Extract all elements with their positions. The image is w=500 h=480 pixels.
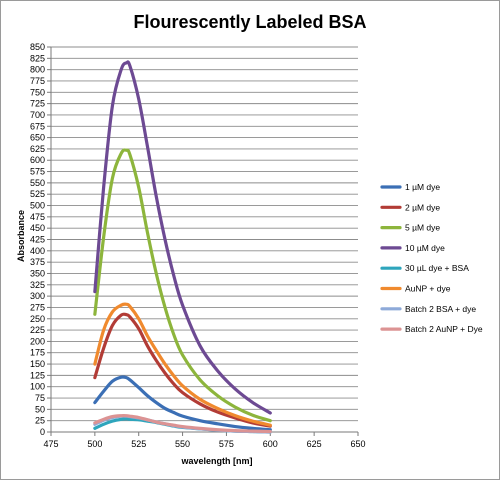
y-tick-label: 575 (30, 167, 45, 177)
series-line-1 (93, 375, 272, 432)
x-tick-label: 550 (175, 439, 190, 449)
y-tick-label: 325 (30, 280, 45, 290)
x-tick-label: 600 (263, 439, 278, 449)
y-tick-label: 150 (30, 359, 45, 369)
series-line-4 (93, 60, 272, 415)
legend: 1 µM dye 2 µM dye 5 µM dye 10 µM dye 30 µL d… (380, 182, 483, 334)
y-tick-label: 800 (30, 65, 45, 75)
x-tick-label: 475 (43, 439, 58, 449)
legend-label: AuNP + dye (405, 284, 451, 294)
y-tick-label: 300 (30, 291, 45, 301)
y-tick-label: 225 (30, 325, 45, 335)
x-tick-label: 525 (131, 439, 146, 449)
y-tick-label: 375 (30, 257, 45, 267)
x-tick-label: 625 (307, 439, 322, 449)
y-tick-label: 250 (30, 314, 45, 324)
y-tick-label: 125 (30, 370, 45, 380)
x-tick-label: 575 (219, 439, 234, 449)
y-tick-label: 275 (30, 302, 45, 312)
y-tick-label: 750 (30, 87, 45, 97)
series-line-8 (93, 414, 272, 434)
legend-label: 5 µM dye (405, 223, 440, 233)
y-tick-label: 100 (30, 382, 45, 392)
y-tick-label: 525 (30, 189, 45, 199)
x-tick-label: 650 (350, 439, 365, 449)
y-tick-label: 700 (30, 110, 45, 120)
legend-label: 30 µL dye + BSA (405, 263, 469, 273)
y-tick-label: 0 (40, 427, 45, 437)
y-tick-label: 775 (30, 76, 45, 86)
y-tick-label: 175 (30, 348, 45, 358)
y-tick-label: 425 (30, 235, 45, 245)
y-tick-label: 550 (30, 178, 45, 188)
series-line-2 (93, 312, 272, 428)
legend-label: 10 µM dye (405, 243, 445, 253)
y-axis-title: Absorbance (16, 210, 26, 262)
y-tick-label: 450 (30, 223, 45, 233)
x-axis-title: wavelength [nm] (180, 456, 252, 466)
series-line-6 (93, 302, 272, 427)
legend-label: 1 µM dye (405, 182, 440, 192)
series-lines (93, 60, 272, 434)
chart-title: Flourescently Labeled BSA (133, 12, 366, 32)
y-tick-label: 50 (35, 404, 45, 414)
y-tick-label: 75 (35, 393, 45, 403)
y-tick-label: 825 (30, 53, 45, 63)
y-tick-label: 25 (35, 416, 45, 426)
y-tick-label: 675 (30, 121, 45, 131)
y-tick-label: 500 (30, 201, 45, 211)
legend-label: 2 µM dye (405, 202, 440, 212)
y-tick-label: 625 (30, 144, 45, 154)
y-tick-label: 400 (30, 246, 45, 256)
legend-label: Batch 2 BSA + dye (405, 304, 476, 314)
y-tick-label: 725 (30, 99, 45, 109)
y-tick-label: 600 (30, 155, 45, 165)
y-tick-label: 850 (30, 42, 45, 52)
y-tick-label: 650 (30, 133, 45, 143)
legend-label: Batch 2 AuNP + Dye (405, 324, 483, 334)
y-tick-label: 200 (30, 336, 45, 346)
y-tick-label: 350 (30, 268, 45, 278)
y-tick-label: 475 (30, 212, 45, 222)
series-line-3 (93, 148, 272, 423)
x-tick-label: 500 (87, 439, 102, 449)
